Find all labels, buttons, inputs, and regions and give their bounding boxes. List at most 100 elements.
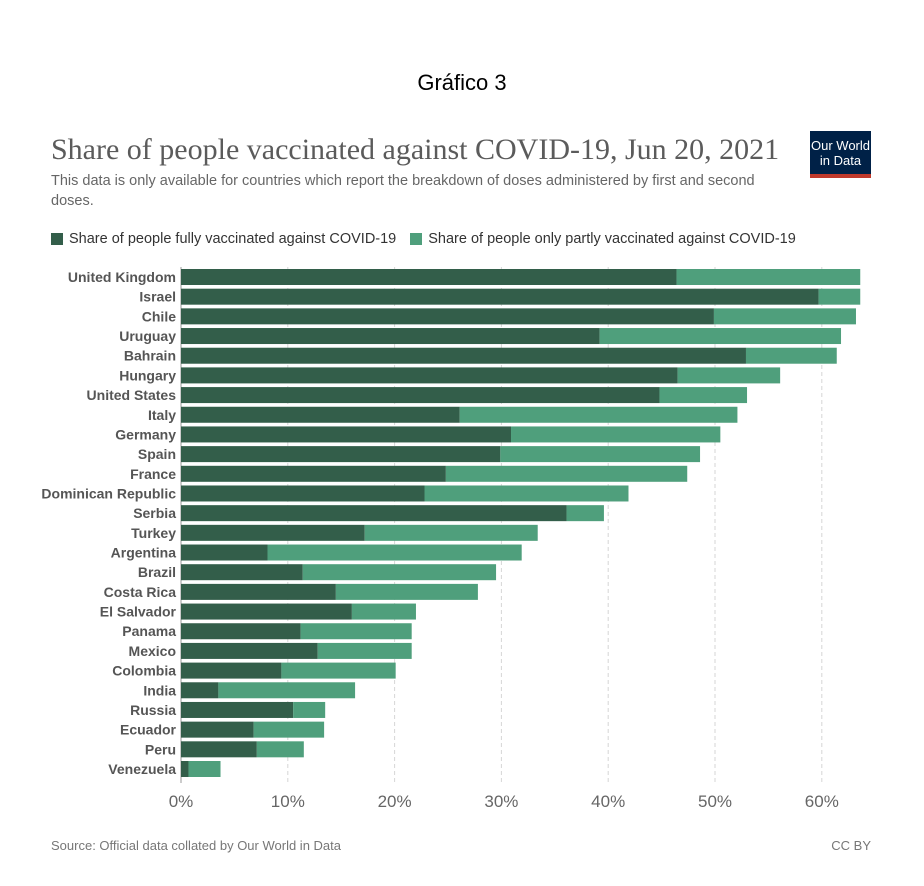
- legend-item-fully[interactable]: Share of people fully vaccinated against…: [51, 231, 396, 247]
- chart-legend: Share of people fully vaccinated against…: [51, 231, 810, 247]
- bar-partly-vaccinated: [677, 367, 781, 384]
- category-label: Panama: [122, 623, 176, 639]
- category-label: Ecuador: [120, 722, 177, 738]
- bar-fully-vaccinated: [181, 505, 567, 522]
- bar-fully-vaccinated: [181, 308, 714, 325]
- category-label: Uruguay: [119, 328, 176, 344]
- category-label: Bahrain: [124, 348, 176, 364]
- bar-partly-vaccinated: [676, 269, 861, 285]
- category-label: Hungary: [119, 367, 176, 383]
- x-tick-label: 60%: [805, 792, 839, 811]
- category-label: Turkey: [131, 525, 176, 541]
- legend-swatch-partly: [410, 233, 423, 245]
- category-label: Spain: [138, 446, 176, 462]
- bar-fully-vaccinated: [181, 741, 257, 758]
- bar-fully-vaccinated: [181, 544, 268, 561]
- bar-fully-vaccinated: [181, 387, 660, 404]
- bar-fully-vaccinated: [181, 406, 460, 423]
- bar-fully-vaccinated: [181, 367, 678, 384]
- bar-partly-vaccinated: [351, 603, 416, 620]
- bar-fully-vaccinated: [181, 564, 303, 581]
- category-label: El Salvador: [100, 604, 177, 620]
- bar-fully-vaccinated: [181, 465, 446, 482]
- bar-fully-vaccinated: [181, 328, 600, 345]
- bar-fully-vaccinated: [181, 485, 425, 502]
- bar-partly-vaccinated: [302, 564, 497, 581]
- bar-fully-vaccinated: [181, 524, 365, 541]
- bar-fully-vaccinated: [181, 623, 301, 640]
- legend-label-partly: Share of people only partly vaccinated a…: [428, 231, 796, 247]
- category-label: Italy: [148, 407, 176, 423]
- bar-fully-vaccinated: [181, 603, 352, 620]
- category-label: Russia: [130, 702, 176, 718]
- bar-partly-vaccinated: [445, 465, 688, 482]
- category-label: Dominican Republic: [41, 485, 176, 501]
- category-label: France: [130, 466, 176, 482]
- bar-fully-vaccinated: [181, 642, 318, 659]
- bar-partly-vaccinated: [566, 505, 604, 522]
- bar-fully-vaccinated: [181, 446, 501, 463]
- category-label: Germany: [115, 426, 176, 442]
- bar-partly-vaccinated: [317, 642, 412, 659]
- category-label: United States: [87, 387, 177, 403]
- category-label: Chile: [142, 308, 176, 324]
- bar-fully-vaccinated: [181, 721, 254, 738]
- bar-partly-vaccinated: [599, 328, 842, 345]
- logo-line-2: in Data: [819, 153, 862, 168]
- bar-partly-vaccinated: [293, 701, 326, 718]
- chart-title: Share of people vaccinated against COVID…: [51, 133, 780, 166]
- bar-partly-vaccinated: [364, 524, 538, 541]
- bar-partly-vaccinated: [335, 583, 478, 600]
- bar-partly-vaccinated: [253, 721, 325, 738]
- category-label: Mexico: [129, 643, 176, 659]
- category-label: Costa Rica: [104, 584, 177, 600]
- bar-partly-vaccinated: [500, 446, 701, 463]
- logo-line-1: Our World: [811, 138, 870, 153]
- figure-heading: Gráfico 3: [417, 70, 507, 95]
- x-tick-label: 10%: [271, 792, 305, 811]
- bar-fully-vaccinated: [181, 583, 336, 600]
- x-tick-label: 30%: [484, 792, 518, 811]
- bar-partly-vaccinated: [659, 387, 748, 404]
- bar-fully-vaccinated: [181, 426, 512, 443]
- bar-partly-vaccinated: [511, 426, 721, 443]
- bar-fully-vaccinated: [181, 288, 819, 305]
- category-label: Israel: [139, 289, 176, 305]
- legend-item-partly[interactable]: Share of people only partly vaccinated a…: [410, 231, 796, 247]
- bar-partly-vaccinated: [218, 682, 356, 699]
- x-tick-label: 50%: [698, 792, 732, 811]
- category-label: United Kingdom: [68, 269, 176, 285]
- x-tick-label: 0%: [169, 792, 194, 811]
- legend-swatch-fully: [51, 233, 63, 245]
- bar-partly-vaccinated: [745, 347, 837, 364]
- bar-fully-vaccinated: [181, 269, 677, 285]
- category-label: Venezuela: [108, 761, 176, 777]
- bar-partly-vaccinated: [459, 406, 738, 423]
- license-label[interactable]: CC BY: [831, 838, 871, 853]
- category-label: India: [143, 682, 176, 698]
- source-note: Source: Official data collated by Our Wo…: [51, 838, 341, 853]
- x-tick-label: 20%: [378, 792, 412, 811]
- category-label: Argentina: [111, 545, 177, 561]
- bar-partly-vaccinated: [713, 308, 856, 325]
- bar-fully-vaccinated: [181, 701, 294, 718]
- bar-partly-vaccinated: [300, 623, 412, 640]
- owid-logo[interactable]: Our World in Data: [810, 131, 871, 178]
- bar-fully-vaccinated: [181, 662, 282, 679]
- category-label: Colombia: [112, 663, 176, 679]
- bar-fully-vaccinated: [181, 347, 746, 364]
- category-label: Peru: [145, 741, 176, 757]
- bar-partly-vaccinated: [188, 761, 221, 777]
- chart-subtitle: This data is only available for countrie…: [51, 173, 755, 209]
- bar-partly-vaccinated: [818, 288, 861, 305]
- bar-partly-vaccinated: [424, 485, 629, 502]
- legend-label-fully: Share of people fully vaccinated against…: [69, 231, 397, 247]
- bar-partly-vaccinated: [267, 544, 522, 561]
- category-label: Serbia: [133, 505, 176, 521]
- bar-fully-vaccinated: [181, 761, 189, 777]
- category-label: Brazil: [138, 564, 176, 580]
- bar-partly-vaccinated: [256, 741, 304, 758]
- x-tick-label: 40%: [591, 792, 625, 811]
- bar-fully-vaccinated: [181, 682, 219, 699]
